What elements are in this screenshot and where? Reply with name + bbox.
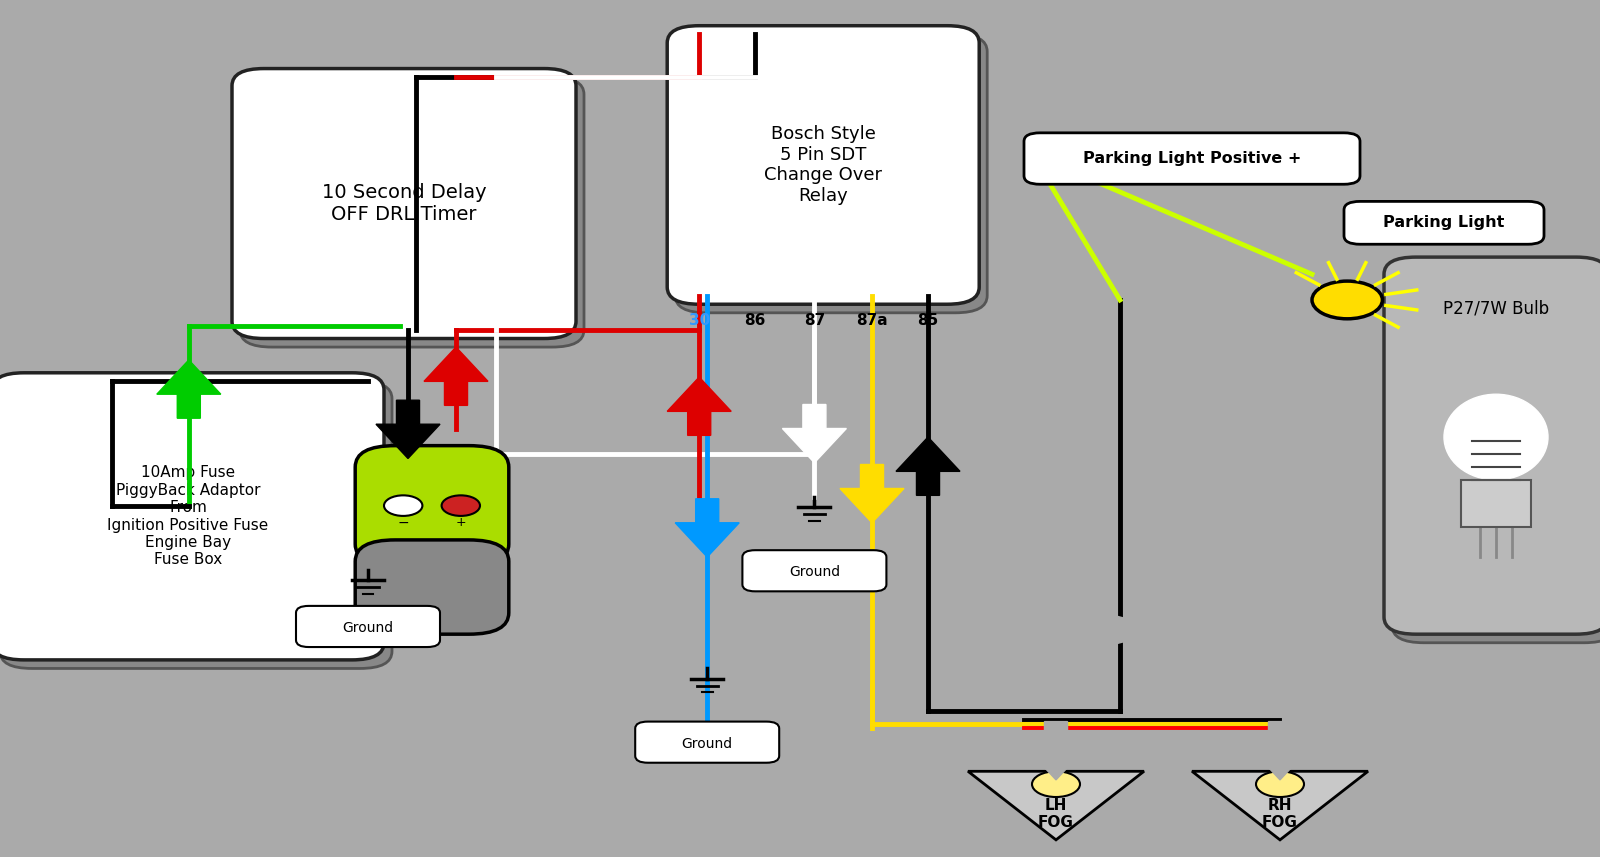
FancyBboxPatch shape (296, 606, 440, 647)
Polygon shape (782, 405, 846, 463)
Text: 85: 85 (917, 313, 939, 328)
Circle shape (442, 495, 480, 516)
FancyBboxPatch shape (240, 77, 584, 347)
Text: −: − (397, 516, 410, 530)
Text: LH
FOG: LH FOG (1038, 798, 1074, 830)
Text: Ground: Ground (789, 566, 840, 579)
Text: +: + (456, 516, 466, 530)
FancyBboxPatch shape (1024, 133, 1360, 184)
Polygon shape (667, 377, 731, 435)
Text: Ground: Ground (342, 621, 394, 635)
Polygon shape (1192, 771, 1368, 840)
Text: Parking Light: Parking Light (1384, 215, 1504, 231)
FancyBboxPatch shape (355, 540, 509, 634)
Text: Parking Light Positive +: Parking Light Positive + (1083, 151, 1301, 166)
Circle shape (384, 495, 422, 516)
Polygon shape (157, 360, 221, 418)
FancyBboxPatch shape (0, 373, 384, 660)
FancyBboxPatch shape (1344, 201, 1544, 244)
Text: 87a: 87a (856, 313, 888, 328)
Text: RH
FOG: RH FOG (1262, 798, 1298, 830)
FancyBboxPatch shape (232, 69, 576, 339)
Text: 87: 87 (803, 313, 826, 328)
FancyBboxPatch shape (742, 550, 886, 591)
Text: Ground: Ground (682, 737, 733, 751)
FancyBboxPatch shape (635, 722, 779, 763)
Polygon shape (675, 499, 739, 557)
FancyBboxPatch shape (355, 446, 509, 566)
Text: P27/7W Bulb: P27/7W Bulb (1443, 299, 1549, 318)
Text: 30: 30 (688, 313, 710, 328)
Ellipse shape (1443, 394, 1549, 480)
Polygon shape (968, 771, 1144, 840)
Polygon shape (840, 464, 904, 523)
FancyBboxPatch shape (1384, 257, 1600, 634)
FancyBboxPatch shape (667, 26, 979, 304)
Circle shape (1312, 281, 1382, 319)
Polygon shape (424, 347, 488, 405)
FancyBboxPatch shape (1392, 266, 1600, 643)
Bar (1461, 480, 1531, 527)
Text: 10 Second Delay
OFF DRL Timer: 10 Second Delay OFF DRL Timer (322, 183, 486, 224)
Circle shape (1032, 771, 1080, 797)
Polygon shape (1032, 608, 1168, 651)
Text: 86: 86 (744, 313, 766, 328)
Polygon shape (1024, 722, 1088, 780)
Polygon shape (376, 400, 440, 458)
Bar (1461, 480, 1531, 527)
Polygon shape (896, 437, 960, 495)
Text: 10Amp Fuse
PiggyBack Adaptor
From
Ignition Positive Fuse
Engine Bay
Fuse Box: 10Amp Fuse PiggyBack Adaptor From Igniti… (107, 465, 269, 567)
FancyBboxPatch shape (0, 381, 392, 668)
Polygon shape (1248, 722, 1312, 780)
Circle shape (1256, 771, 1304, 797)
Text: Bosch Style
5 Pin SDT
Change Over
Relay: Bosch Style 5 Pin SDT Change Over Relay (765, 125, 882, 205)
FancyBboxPatch shape (675, 34, 987, 313)
